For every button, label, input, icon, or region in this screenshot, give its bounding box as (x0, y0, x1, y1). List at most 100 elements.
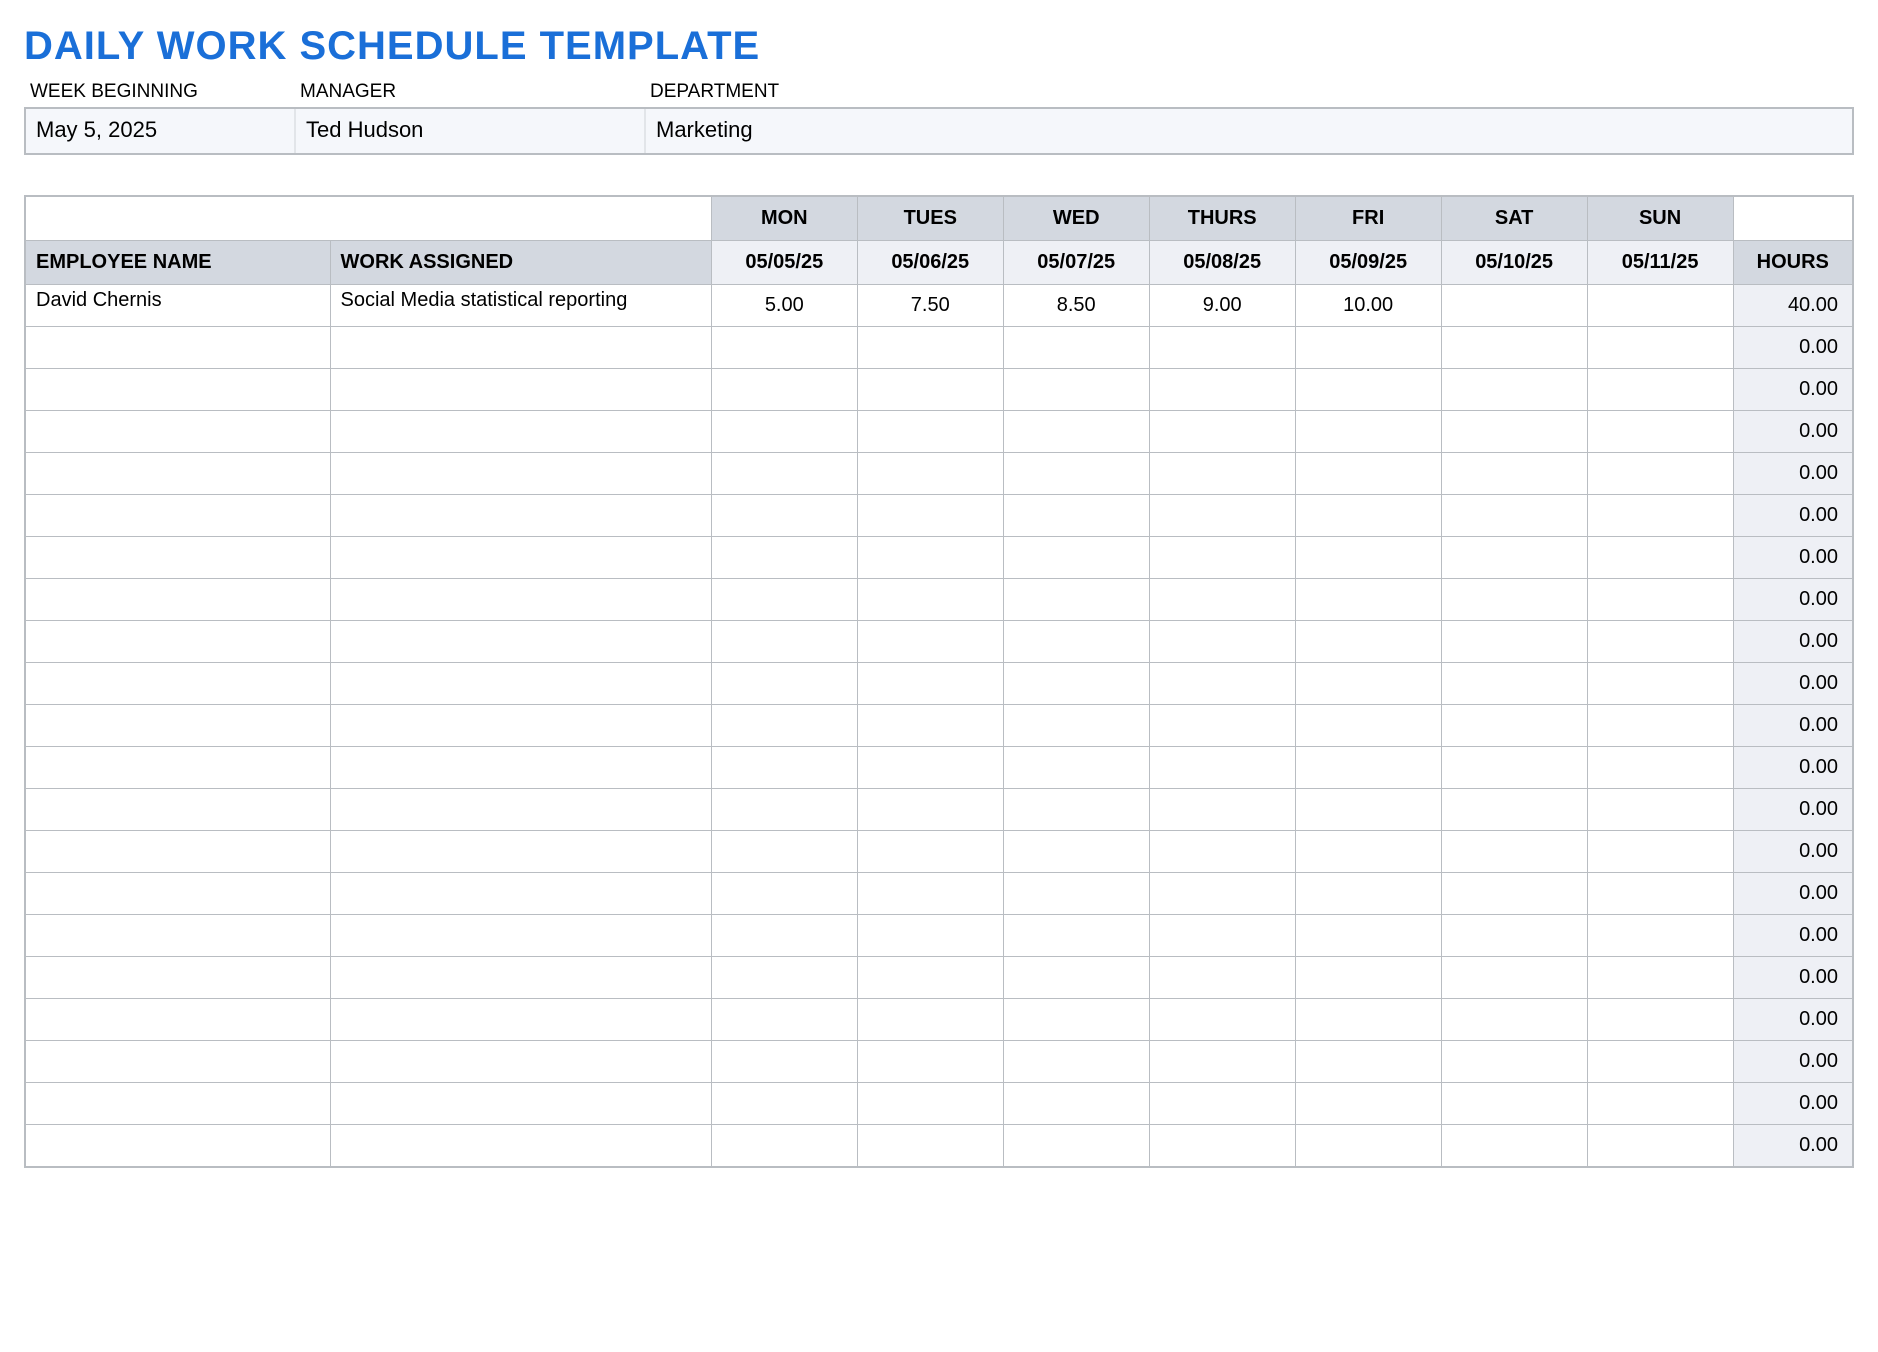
cell-employee[interactable] (25, 747, 330, 789)
cell-day[interactable]: 9.00 (1149, 285, 1295, 327)
cell-day[interactable] (857, 873, 1003, 915)
cell-work[interactable] (330, 453, 711, 495)
cell-work[interactable] (330, 831, 711, 873)
cell-work[interactable] (330, 957, 711, 999)
cell-day[interactable] (1441, 411, 1587, 453)
cell-day[interactable] (711, 1125, 857, 1167)
cell-day[interactable] (1587, 915, 1733, 957)
cell-day[interactable] (1295, 1125, 1441, 1167)
cell-day[interactable] (1441, 495, 1587, 537)
cell-day[interactable] (1441, 957, 1587, 999)
cell-day[interactable] (1587, 957, 1733, 999)
cell-day[interactable] (1295, 663, 1441, 705)
cell-day[interactable] (1587, 831, 1733, 873)
cell-day[interactable] (857, 915, 1003, 957)
cell-day[interactable] (1003, 663, 1149, 705)
cell-day[interactable] (857, 957, 1003, 999)
cell-work[interactable] (330, 915, 711, 957)
cell-employee[interactable] (25, 705, 330, 747)
cell-day[interactable] (1149, 663, 1295, 705)
cell-day[interactable] (1003, 705, 1149, 747)
cell-day[interactable] (1587, 579, 1733, 621)
cell-day[interactable] (711, 747, 857, 789)
cell-day[interactable] (711, 411, 857, 453)
cell-day[interactable] (1003, 369, 1149, 411)
cell-day[interactable] (1295, 579, 1441, 621)
cell-day[interactable] (1587, 453, 1733, 495)
cell-day[interactable] (1441, 1041, 1587, 1083)
cell-day[interactable] (857, 579, 1003, 621)
cell-day[interactable] (1003, 747, 1149, 789)
cell-day[interactable] (1441, 1125, 1587, 1167)
cell-day[interactable] (857, 621, 1003, 663)
cell-day[interactable] (1149, 453, 1295, 495)
cell-day[interactable] (1149, 327, 1295, 369)
cell-day[interactable] (1149, 831, 1295, 873)
cell-day[interactable] (857, 537, 1003, 579)
cell-employee[interactable] (25, 327, 330, 369)
cell-day[interactable] (1441, 327, 1587, 369)
cell-day[interactable] (711, 537, 857, 579)
cell-day[interactable] (1295, 327, 1441, 369)
cell-day[interactable] (1149, 747, 1295, 789)
cell-day[interactable] (1295, 915, 1441, 957)
cell-day[interactable] (1441, 789, 1587, 831)
cell-work[interactable] (330, 705, 711, 747)
cell-day[interactable] (711, 663, 857, 705)
cell-day[interactable] (711, 705, 857, 747)
value-department[interactable]: Marketing (646, 109, 1852, 153)
cell-day[interactable]: 7.50 (857, 285, 1003, 327)
value-manager[interactable]: Ted Hudson (296, 109, 646, 153)
cell-day[interactable] (1149, 789, 1295, 831)
cell-work[interactable] (330, 495, 711, 537)
cell-day[interactable] (1149, 579, 1295, 621)
cell-day[interactable] (1587, 537, 1733, 579)
cell-day[interactable] (1587, 1041, 1733, 1083)
cell-day[interactable] (857, 369, 1003, 411)
cell-day[interactable] (711, 453, 857, 495)
cell-day[interactable] (1295, 453, 1441, 495)
cell-work[interactable] (330, 1125, 711, 1167)
cell-work[interactable] (330, 537, 711, 579)
cell-employee[interactable] (25, 663, 330, 705)
cell-day[interactable] (1587, 747, 1733, 789)
cell-day[interactable] (1441, 579, 1587, 621)
cell-work[interactable] (330, 999, 711, 1041)
cell-employee[interactable] (25, 1041, 330, 1083)
cell-day[interactable] (711, 495, 857, 537)
cell-work[interactable] (330, 369, 711, 411)
cell-day[interactable] (1003, 789, 1149, 831)
cell-employee[interactable] (25, 789, 330, 831)
cell-employee[interactable] (25, 915, 330, 957)
cell-day[interactable] (1587, 1083, 1733, 1125)
cell-day[interactable] (711, 789, 857, 831)
cell-day[interactable] (857, 663, 1003, 705)
cell-employee[interactable] (25, 621, 330, 663)
cell-day[interactable] (1295, 411, 1441, 453)
cell-day[interactable] (857, 495, 1003, 537)
cell-day[interactable] (1149, 873, 1295, 915)
cell-day[interactable]: 10.00 (1295, 285, 1441, 327)
cell-day[interactable] (1441, 999, 1587, 1041)
cell-day[interactable]: 5.00 (711, 285, 857, 327)
cell-day[interactable] (1003, 1083, 1149, 1125)
cell-day[interactable] (1003, 915, 1149, 957)
cell-day[interactable] (1295, 621, 1441, 663)
cell-day[interactable] (1441, 453, 1587, 495)
cell-employee[interactable] (25, 957, 330, 999)
cell-day[interactable] (1003, 495, 1149, 537)
cell-day[interactable] (711, 831, 857, 873)
cell-employee[interactable] (25, 873, 330, 915)
cell-day[interactable] (857, 999, 1003, 1041)
cell-day[interactable] (1295, 369, 1441, 411)
cell-day[interactable] (1587, 663, 1733, 705)
cell-day[interactable] (1295, 789, 1441, 831)
cell-employee[interactable] (25, 999, 330, 1041)
cell-day[interactable] (1441, 705, 1587, 747)
cell-day[interactable] (1441, 831, 1587, 873)
cell-day[interactable] (1587, 495, 1733, 537)
cell-day[interactable] (857, 747, 1003, 789)
cell-day[interactable] (1003, 999, 1149, 1041)
cell-day[interactable] (1003, 1125, 1149, 1167)
cell-day[interactable] (1295, 705, 1441, 747)
